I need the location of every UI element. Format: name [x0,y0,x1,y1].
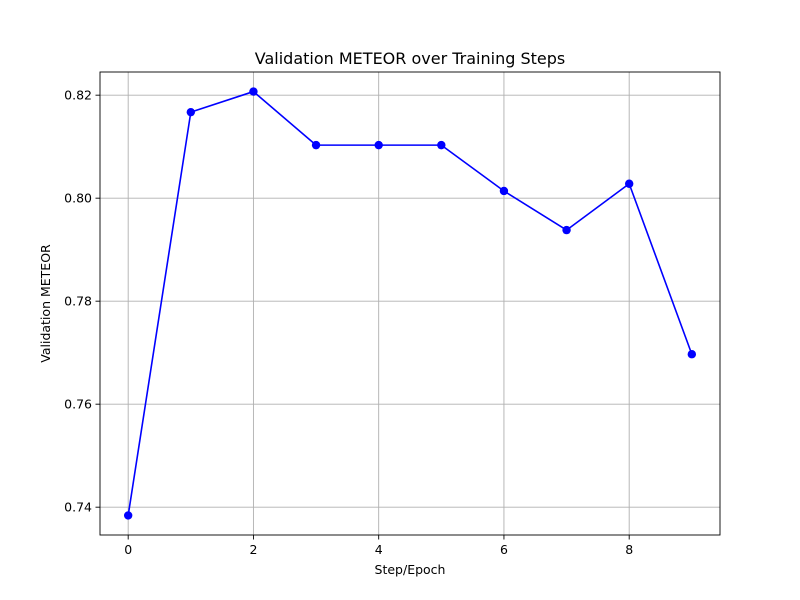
data-point [249,87,258,96]
x-axis-label: Step/Epoch [375,562,446,577]
y-tick-label: 0.76 [64,397,92,412]
series-line [127,90,693,516]
data-point [374,140,383,150]
plot-frame [99,71,721,536]
x-tick-label: 8 [625,542,633,557]
x-tick-label: 2 [249,542,257,557]
chart-title: Validation METEOR over Training Steps [255,49,565,68]
y-tick-label: 0.80 [64,191,92,206]
x-tick-label: 6 [500,542,508,557]
data-point [123,511,133,520]
data-point [499,186,509,196]
y-axis-label: Validation METEOR [38,244,53,363]
y-tick-label: 0.78 [64,294,92,309]
y-tick-label: 0.74 [64,500,92,515]
data-point [311,140,321,150]
y-tick-label: 0.82 [64,88,92,103]
data-series [123,87,697,520]
x-tick-label: 0 [124,542,132,557]
data-point [562,225,571,235]
data-point [624,179,634,188]
y-axis-ticks: 0.74 0.76 0.78 0.80 0.82 [64,88,100,515]
x-tick-label: 4 [375,542,383,557]
data-point [687,350,697,359]
data-point [186,107,196,117]
data-point [437,140,446,150]
x-axis-ticks: 0 2 4 6 8 [124,535,633,557]
